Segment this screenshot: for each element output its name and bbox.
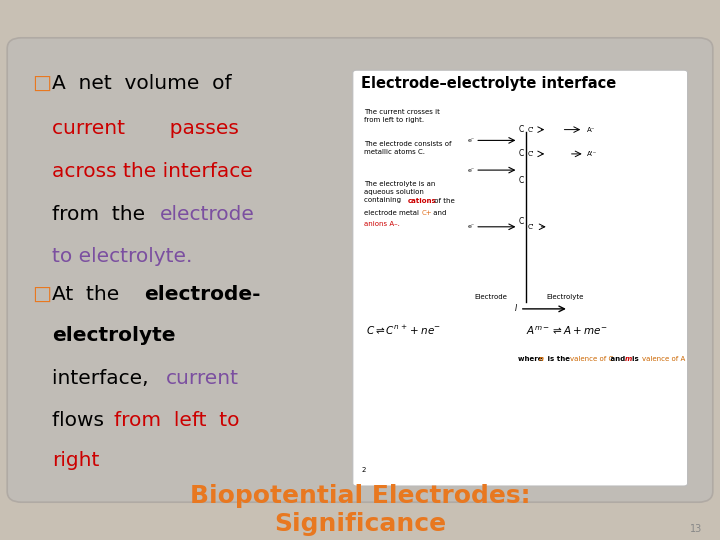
Text: C: C [519,150,524,158]
Text: valence of A: valence of A [642,355,685,362]
Text: across the interface: across the interface [52,162,253,181]
Text: and: and [431,210,446,215]
Text: Electrolyte: Electrolyte [546,294,584,300]
Text: of the: of the [432,198,455,204]
Text: I: I [515,305,517,313]
Text: current: current [166,368,238,388]
Text: C': C' [528,151,534,157]
Text: 13: 13 [690,523,702,534]
Text: valence of C: valence of C [570,355,613,362]
Text: A  net  volume  of: A net volume of [52,74,231,93]
Text: C': C' [528,126,534,133]
Text: n: n [539,355,544,362]
Text: A'⁻: A'⁻ [587,151,597,157]
Text: e⁻: e⁻ [467,167,474,173]
Text: interface,: interface, [52,368,174,388]
Text: C+: C+ [421,210,432,215]
Text: Electrode–electrolyte interface: Electrode–electrolyte interface [361,76,617,91]
Text: current       passes: current passes [52,119,239,138]
Text: cations: cations [408,198,436,204]
Text: $C \rightleftharpoons C^{n+} + ne^{-}$: $C \rightleftharpoons C^{n+} + ne^{-}$ [366,324,441,337]
Text: electrolyte: electrolyte [52,326,176,346]
Text: m: m [625,355,632,362]
Text: □: □ [32,285,51,304]
Text: to electrolyte.: to electrolyte. [52,247,192,266]
Text: The current crosses it
from left to right.: The current crosses it from left to righ… [364,109,439,123]
Text: flows: flows [52,410,117,430]
Text: C: C [519,177,524,185]
Text: anions A–.: anions A–. [364,221,400,227]
Text: At  the: At the [52,285,132,304]
Text: □: □ [32,74,51,93]
Text: A⁻: A⁻ [587,126,595,133]
FancyBboxPatch shape [353,70,688,486]
Text: electrode: electrode [160,205,255,225]
Text: Biopotential Electrodes:
Significance: Biopotential Electrodes: Significance [190,484,530,536]
Text: e⁻: e⁻ [467,224,474,230]
Text: is: is [632,355,642,362]
Text: from  the: from the [52,205,158,225]
Text: from  left  to: from left to [114,410,239,430]
Text: electrode-: electrode- [144,285,261,304]
Text: $A^{m-} \rightleftharpoons A + me^{-}$: $A^{m-} \rightleftharpoons A + me^{-}$ [526,325,607,336]
Text: C: C [519,217,524,226]
Text: right: right [52,450,99,470]
Text: electrode metal: electrode metal [364,210,421,215]
Text: C: C [519,125,524,134]
Text: C': C' [528,224,534,230]
Text: is the: is the [545,355,572,362]
Text: and: and [608,355,627,362]
Text: e⁻: e⁻ [467,138,474,143]
Text: The electrolyte is an
aqueous solution
containing: The electrolyte is an aqueous solution c… [364,181,435,203]
FancyBboxPatch shape [7,38,713,502]
Text: 2: 2 [361,467,366,473]
Text: where: where [518,355,546,362]
Text: Electrode: Electrode [474,294,508,300]
Text: The electrode consists of
metallic atoms C.: The electrode consists of metallic atoms… [364,141,451,156]
